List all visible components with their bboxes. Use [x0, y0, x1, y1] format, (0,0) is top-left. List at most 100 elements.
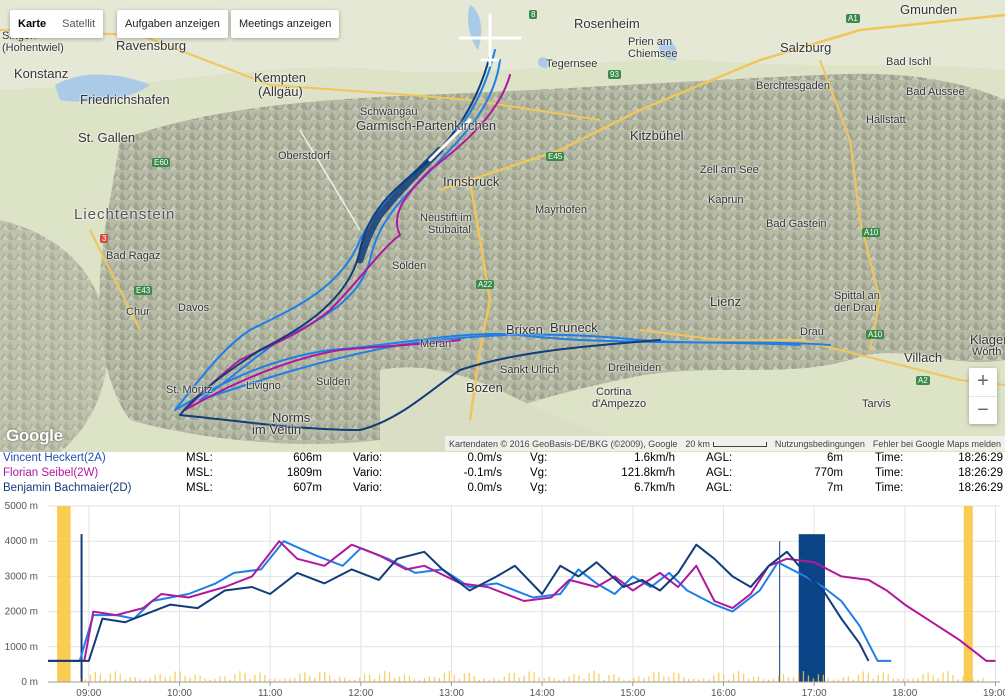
agl-label: AGL:: [706, 482, 733, 494]
place-label: der Drau: [834, 302, 877, 314]
thermal-bar: [802, 671, 805, 682]
map-type-karte-button[interactable]: Karte: [18, 18, 47, 30]
thermal-bar: [154, 674, 156, 682]
road-shield: A22: [476, 280, 495, 289]
place-label: Sölden: [392, 260, 427, 272]
msl-label: MSL:: [186, 452, 213, 464]
road-shield: E60: [152, 158, 171, 167]
thermal-bar: [134, 677, 136, 682]
time-label: Time:: [875, 467, 904, 479]
thermal-bar: [747, 678, 750, 682]
altitude-chart[interactable]: 0 m 1000 m 2000 m 3000 m 4000 m 5000 m 09:00 10…: [0, 496, 1005, 698]
place-label: Norms: [272, 410, 311, 425]
thermal-bar: [882, 672, 884, 682]
map-canvas[interactable]: [0, 0, 1005, 452]
place-label: Klagen: [970, 332, 1005, 347]
y-tick-label: 3000 m: [5, 571, 38, 582]
pilot-row[interactable]: Benjamin Bachmaier(2D) MSL: 607m Vario: …: [0, 482, 1005, 497]
report-error-link[interactable]: Fehler bei Google Maps melden: [872, 438, 1001, 449]
thermal-bar: [334, 679, 336, 682]
thermal-bar: [972, 679, 974, 682]
thermal-bar: [104, 679, 106, 682]
thermal-bar: [817, 674, 820, 682]
thermal-bar: [867, 672, 869, 682]
show-meetings-button[interactable]: Meetings anzeigen: [231, 10, 340, 38]
place-label: Kempten: [254, 70, 307, 85]
thermal-bar: [807, 675, 810, 682]
road-shield: A2: [916, 376, 930, 385]
y-tick-label: 1000 m: [5, 642, 38, 653]
place-label: (Hohentwiel): [2, 42, 64, 54]
thermal-bar: [109, 673, 111, 682]
y-tick-label: 5000 m: [5, 501, 38, 512]
terms-link[interactable]: Nutzungsbedingungen: [774, 438, 865, 449]
thermal-bar: [762, 678, 765, 682]
thermal-bar: [718, 672, 720, 682]
thermal-bar: [418, 679, 421, 682]
place-label: Bruneck: [550, 320, 598, 335]
thermal-bar: [708, 679, 710, 682]
thermal-bar: [239, 671, 241, 682]
map-view[interactable]: Singen (Hohentwiel) Ravensburg Konstanz …: [0, 0, 1005, 452]
thermal-bar: [304, 672, 306, 682]
place-label: Meran: [420, 338, 452, 350]
zoom-in-button[interactable]: +: [977, 370, 989, 392]
place-label: Bad Gastein: [766, 218, 827, 230]
thermal-bar: [892, 678, 894, 682]
thermal-bar: [927, 672, 929, 682]
thermal-bar: [957, 679, 959, 682]
x-tick-label: 16:00: [711, 688, 736, 698]
thermal-bar: [713, 675, 715, 682]
thermal-bar: [967, 676, 969, 682]
thermal-bar: [962, 676, 964, 682]
road-shield: A10: [862, 228, 881, 237]
thermal-bar: [847, 676, 849, 682]
thermal-bar: [673, 672, 675, 682]
place-label: Kaprun: [708, 194, 744, 206]
road-shield: A1: [846, 14, 860, 23]
thermal-bar: [812, 678, 815, 682]
pilot-row[interactable]: Vincent Heckert(2A) MSL: 606m Vario: 0.0…: [0, 452, 1005, 467]
place-label: im Veltin: [252, 422, 302, 437]
thermal-bar: [703, 678, 705, 682]
google-logo: Google: [6, 426, 63, 445]
show-tasks-button[interactable]: Aufgaben anzeigen: [117, 10, 228, 38]
thermal-bar: [563, 679, 565, 682]
thermal-bar: [618, 676, 620, 682]
thermal-bar: [538, 677, 540, 682]
thermal-bar: [209, 679, 211, 682]
thermal-bar: [942, 672, 944, 682]
msl-value: 606m: [293, 452, 322, 464]
pilot-row[interactable]: Florian Seibel(2W) MSL: 1809m Vario: -0.…: [0, 467, 1005, 482]
place-label: Bad Ischl: [886, 56, 932, 68]
thermal-bar: [234, 674, 236, 682]
place-label: Chur: [126, 306, 150, 318]
thermal-bar: [518, 677, 520, 682]
pilot-name[interactable]: Vincent Heckert(2A): [3, 452, 106, 464]
thermal-bar: [393, 677, 396, 682]
place-label: St. Moritz: [166, 384, 213, 396]
thermal-bar: [723, 673, 725, 682]
map-type-satellit-button[interactable]: Satellit: [62, 18, 96, 30]
thermal-bar: [638, 676, 640, 682]
pilot-name[interactable]: Benjamin Bachmaier(2D): [3, 482, 132, 494]
pilot-name[interactable]: Florian Seibel(2W): [3, 467, 99, 479]
thermal-bar: [683, 677, 685, 682]
agl-value: 770m: [814, 467, 843, 479]
thermal-bar: [169, 676, 171, 682]
thermal-bar: [698, 679, 700, 682]
thermal-bar: [688, 679, 690, 682]
thermal-bar: [284, 678, 286, 682]
place-label: Salzburg: [780, 40, 832, 55]
thermal-bar: [583, 678, 585, 682]
zoom-out-button[interactable]: −: [969, 396, 997, 424]
x-tick-label: 15:00: [620, 688, 645, 698]
thermal-bar: [428, 676, 431, 682]
map-data-credit: Kartendaten © 2016 GeoBasis-DE/BKG (©200…: [448, 438, 678, 449]
thermal-bar: [588, 673, 590, 682]
agl-value: 7m: [827, 482, 843, 494]
thermal-bar: [553, 678, 555, 682]
thermal-bar: [443, 672, 446, 682]
place-label: Villach: [904, 350, 943, 365]
place-label: Liechtenstein: [74, 206, 176, 223]
